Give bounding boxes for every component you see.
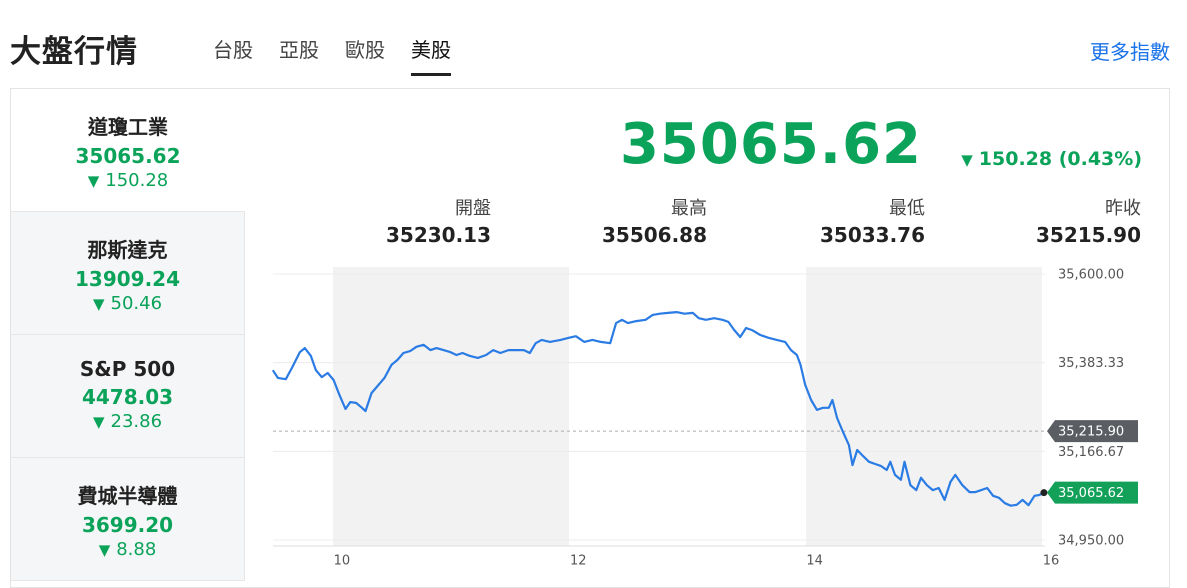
price-line xyxy=(271,311,1045,507)
index-name: 道瓊工業 xyxy=(88,115,168,139)
tab[interactable]: 歐股 xyxy=(345,38,385,62)
index-list: 道瓊工業 35065.62150.28 那斯達克 13909.2450.46 S&P 5… xyxy=(11,89,245,581)
stat: 開盤 35230.13 xyxy=(291,194,491,247)
reference-label: 35,215.90 xyxy=(1058,425,1124,440)
y-tick-label: 34,950.00 xyxy=(1058,534,1124,549)
index-item[interactable]: 費城半導體 3699.208.88 xyxy=(11,458,245,581)
stat-value: 35506.88 xyxy=(601,223,707,247)
index-change: 8.88 xyxy=(11,539,244,560)
tab[interactable]: 亞股 xyxy=(279,38,319,62)
stat: 昨收 35215.90 xyxy=(941,194,1141,247)
x-tick-label: 14 xyxy=(806,554,823,569)
index-item[interactable]: 那斯達克 13909.2450.46 xyxy=(11,212,245,335)
last-value-label: 35,065.62 xyxy=(1058,486,1124,501)
page-title: 大盤行情 xyxy=(10,34,138,70)
index-price: 4478.03 xyxy=(81,385,174,409)
tab[interactable]: 台股 xyxy=(213,38,253,62)
index-price: 3699.20 xyxy=(81,513,174,537)
stat-value: 35033.76 xyxy=(819,223,925,247)
stat-label: 最高 xyxy=(671,198,707,219)
reference-label-box xyxy=(1047,420,1138,443)
stat-label: 昨收 xyxy=(1105,198,1141,219)
y-tick-label: 35,166.67 xyxy=(1058,445,1124,460)
x-tick-label: 12 xyxy=(570,554,587,569)
tab[interactable]: 美股 xyxy=(411,34,451,76)
index-name: 那斯達克 xyxy=(87,238,168,262)
price-change: 150.28 (0.43%) xyxy=(961,148,1142,170)
index-change: 23.86 xyxy=(11,411,244,432)
last-label-box xyxy=(1047,481,1138,504)
stat-label: 開盤 xyxy=(455,198,491,219)
index-price: 35065.62 xyxy=(75,144,181,168)
session-shade xyxy=(806,267,1042,546)
y-tick-label: 35,600.00 xyxy=(1058,268,1124,283)
stat: 最高 35506.88 xyxy=(507,194,707,247)
session-shade xyxy=(333,267,569,546)
last-point xyxy=(1040,489,1048,497)
index-item[interactable]: 道瓊工業 35065.62150.28 xyxy=(11,89,245,212)
x-tick-label: 10 xyxy=(334,554,351,569)
market-tabs: 台股 亞股 歐股 美股 xyxy=(200,34,464,76)
stat: 最低 35033.76 xyxy=(725,194,925,247)
current-price: 35065.62 xyxy=(619,112,922,177)
more-indices-link[interactable]: 更多指數 xyxy=(1090,40,1170,64)
stat-value: 35230.13 xyxy=(385,223,491,247)
index-name: S&P 500 xyxy=(79,357,176,381)
index-item[interactable]: S&P 500 4478.0323.86 xyxy=(11,335,245,458)
y-tick-label: 35,383.33 xyxy=(1058,356,1124,371)
index-name: 費城半導體 xyxy=(77,484,178,508)
stat-label: 最低 xyxy=(889,198,925,219)
index-change: 50.46 xyxy=(11,293,244,314)
stat-value: 35215.90 xyxy=(1035,223,1141,247)
x-tick-label: 16 xyxy=(1043,554,1060,569)
index-change: 150.28 xyxy=(11,170,245,191)
index-price: 13909.24 xyxy=(74,267,180,291)
